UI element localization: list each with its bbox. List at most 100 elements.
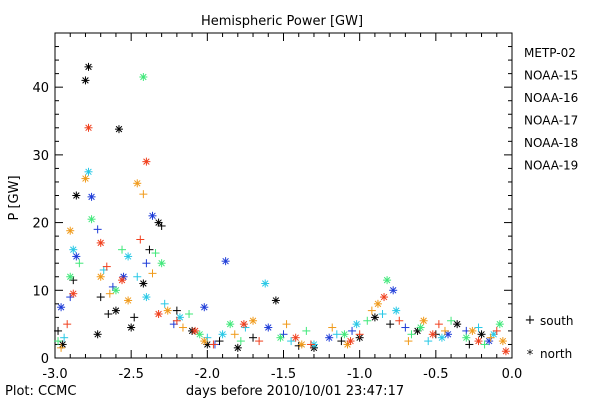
data-point-north [87,192,96,201]
data-point-south [378,309,387,318]
data-point-north [154,218,163,227]
data-point-south [172,316,181,325]
y-axis-ticks: 0 10 20 30 40 [32,32,512,367]
data-point-north [200,303,209,312]
data-point-north [118,276,127,285]
data-point-north [142,293,151,302]
south-symbol: + [525,313,536,328]
data-point-south [57,343,66,352]
data-point-south [96,293,105,302]
data-point-north [226,320,235,329]
data-point-north [474,337,483,346]
data-point-south [474,323,483,332]
x-tick-label: 0.0 [502,367,523,382]
data-point-south [440,326,449,335]
data-point-south [401,323,410,332]
data-point-north [383,276,392,285]
north-symbol: * [527,348,534,363]
data-point-north [233,343,242,352]
data-point-north [139,73,148,82]
data-point-south [306,340,315,349]
data-point-north [495,320,504,329]
north-label: north [540,347,572,361]
hemisphere-legend: + south * north [525,313,574,363]
y-tick-label: 30 [32,149,49,164]
data-point-north [380,293,389,302]
data-point-north [84,62,93,71]
data-point-south [172,306,181,315]
data-point-north [72,191,81,200]
data-point-south [424,337,433,346]
data-point-south [480,340,489,349]
y-tick-label: 10 [32,284,49,299]
legend-item: NOAA-16 [524,91,578,105]
data-point-north [127,323,136,332]
data-point-south [328,323,337,332]
data-point-south [160,299,169,308]
data-point-north [124,296,133,305]
data-point-south [63,320,72,329]
data-point-north [392,306,401,315]
data-point-south [287,337,296,346]
data-point-south [54,326,63,335]
data-point-south [145,245,154,254]
data-point-north [87,215,96,224]
data-point-north [291,333,300,342]
data-point-north [462,333,471,342]
data-point-north [124,252,133,261]
data-point-north [157,259,166,268]
data-point-south [337,337,346,346]
data-point-north [428,330,437,339]
data-point-north [191,326,200,335]
data-point-south [215,337,224,346]
data-point-north [340,330,349,339]
legend-item: NOAA-19 [524,159,578,173]
data-point-north [69,245,78,254]
data-point-south [355,330,364,339]
data-point-south [249,333,258,342]
data-point-north [72,252,81,261]
data-point-south [209,340,218,349]
y-tick-label: 20 [32,217,49,232]
data-point-north [477,330,486,339]
data-point-north [200,337,209,346]
data-point-south [465,340,474,349]
data-point-south [447,316,456,325]
data-point-south [486,333,495,342]
data-point-north [453,320,462,329]
data-point-north [84,123,93,132]
data-point-north [416,323,425,332]
data-point-north [346,337,355,346]
south-label: south [540,314,574,328]
data-point-south [105,289,114,298]
data-point-north [264,323,273,332]
data-point-north [148,211,157,220]
data-point-south [282,320,291,329]
data-point-north [111,286,120,295]
data-point-north [485,337,494,346]
data-point-north [271,296,280,305]
x-axis-label: days before 2010/10/01 23:47:17 [186,384,404,399]
data-point-north [66,272,75,281]
data-point-north [58,340,67,349]
data-point-north [66,226,75,235]
data-point-south [236,337,245,346]
y-axis-label: P [GW] [7,175,22,220]
data-point-north [154,309,163,318]
data-point-south [142,259,151,268]
x-tick-label: -1.0 [347,367,372,382]
data-point-north [239,320,248,329]
data-point-north [218,330,227,339]
data-point-north [352,320,361,329]
legend-item: NOAA-18 [524,136,578,150]
data-point-north [111,306,120,315]
legend-item: NOAA-17 [524,114,578,128]
plot-credit: Plot: CCMC [5,384,76,399]
data-point-south [367,306,376,315]
data-point-south [136,235,145,244]
data-point-north [325,333,334,342]
data-point-south [332,330,341,339]
data-point-south [395,316,404,325]
data-point-south [404,337,413,346]
